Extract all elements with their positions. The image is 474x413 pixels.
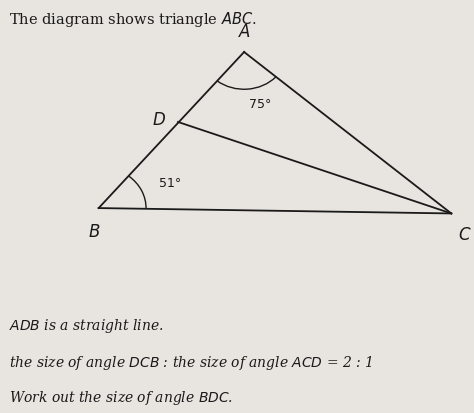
Text: $ADB$ is a straight line.: $ADB$ is a straight line. — [9, 316, 164, 334]
Text: $A$: $A$ — [237, 24, 251, 40]
Text: $B$: $B$ — [88, 223, 100, 240]
Text: 51°: 51° — [159, 176, 181, 190]
Text: Work out the size of angle $BDC$.: Work out the size of angle $BDC$. — [9, 388, 234, 406]
Text: The diagram shows triangle $ABC$.: The diagram shows triangle $ABC$. — [9, 10, 257, 29]
Text: 75°: 75° — [249, 98, 272, 111]
Text: $D$: $D$ — [152, 112, 166, 129]
Text: $C$: $C$ — [458, 226, 472, 243]
Text: the size of angle $DCB$ : the size of angle $ACD$ = 2 : 1: the size of angle $DCB$ : the size of an… — [9, 353, 373, 371]
